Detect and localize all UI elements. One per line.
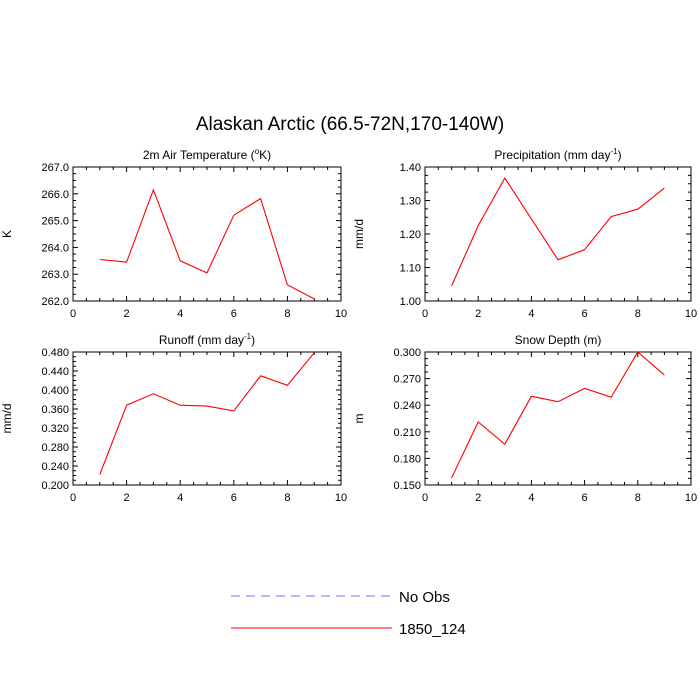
y-tick-label: 263.0 [41, 269, 69, 281]
x-tick-label: 6 [582, 308, 588, 320]
panel-title-text: Runoff (mm day [159, 333, 244, 347]
x-tick-label: 6 [231, 492, 237, 504]
x-tick-label: 0 [70, 492, 76, 504]
panel-title-superscript: -1 [610, 147, 618, 156]
plot-frame [424, 166, 692, 302]
x-tick-label: 10 [685, 492, 697, 504]
y-tick-label: 262.0 [41, 296, 69, 308]
y-tick-label: 0.180 [393, 453, 421, 465]
x-tick-label: 4 [528, 492, 534, 504]
y-tick-label: 1.10 [400, 263, 421, 275]
x-tick-label: 2 [124, 308, 130, 320]
legend-label: 1850_124 [399, 621, 466, 638]
panel-title-superscript: -1 [244, 332, 252, 341]
y-tick-label: 0.270 [393, 374, 421, 386]
x-tick-label: 6 [231, 308, 237, 320]
legend-label: No Obs [399, 589, 450, 606]
y-tick-label: 0.300 [393, 347, 421, 359]
panel-title: 2m Air Temperature (oK) [143, 147, 271, 162]
y-tick-label: 266.0 [41, 189, 69, 201]
x-tick-label: 0 [422, 492, 428, 504]
panel-title: Runoff (mm day-1) [159, 332, 255, 347]
y-tick-label: 1.20 [400, 229, 421, 241]
x-tick-label: 8 [635, 492, 641, 504]
y-tick-label: 0.440 [41, 366, 69, 378]
plot-frame [72, 166, 342, 302]
y-tick-label: 0.480 [41, 347, 69, 359]
series-line [451, 177, 665, 287]
x-tick-label: 4 [528, 308, 534, 320]
panel-title-suffix: K) [259, 148, 271, 162]
y-tick-label: 264.0 [41, 242, 69, 254]
x-tick-label: 2 [475, 492, 481, 504]
chart-panel: Runoff (mm day-1) mm/d 0 2 4 6 8 10 0.200 0.240 0.… [0, 332, 347, 504]
y-axis-label: mm/d [0, 404, 14, 434]
panel-title-text: Precipitation (mm day [494, 148, 610, 162]
panels: 2m Air Temperature (oK) K 0 2 4 6 8 10 262.0 263.… [0, 147, 697, 504]
y-tick-label: 0.280 [41, 442, 69, 454]
series-line [99, 188, 315, 300]
x-tick-label: 2 [475, 308, 481, 320]
y-tick-label: 0.240 [41, 461, 69, 473]
y-tick-label: 0.320 [41, 423, 69, 435]
series-line [99, 352, 315, 475]
y-tick-label: 0.200 [41, 480, 69, 492]
figure-title: Alaskan Arctic (66.5-72N,170-140W) [196, 114, 504, 135]
plot-frame [424, 351, 692, 486]
y-tick-label: 267.0 [41, 162, 69, 174]
x-tick-label: 0 [70, 308, 76, 320]
y-tick-label: 1.40 [400, 162, 421, 174]
x-tick-label: 4 [177, 492, 183, 504]
legend: No Obs 1850_124 [231, 589, 466, 638]
panel-title-text: 2m Air Temperature ( [143, 148, 255, 162]
y-tick-label: 1.30 [400, 196, 421, 208]
x-tick-label: 2 [124, 492, 130, 504]
panel-title: Snow Depth (m) [515, 333, 602, 347]
y-tick-label: 0.360 [41, 404, 69, 416]
x-tick-label: 8 [635, 308, 641, 320]
x-tick-label: 10 [685, 308, 697, 320]
panel-title: Precipitation (mm day-1) [494, 147, 621, 162]
panel-title-superscript: o [255, 147, 260, 156]
plot-frame [72, 351, 342, 486]
panel-title-suffix: ) [251, 333, 255, 347]
x-tick-label: 10 [335, 308, 347, 320]
y-axis-label: mm/d [352, 219, 366, 249]
y-axis-label: m [352, 414, 366, 424]
y-tick-label: 0.150 [393, 480, 421, 492]
chart-panel: Precipitation (mm day-1) mm/d 0 2 4 6 8 10 1.00 1… [352, 147, 697, 320]
panel-title-text: Snow Depth (m) [515, 333, 602, 347]
chart-panel: 2m Air Temperature (oK) K 0 2 4 6 8 10 262.0 263.… [0, 147, 347, 320]
y-tick-label: 0.210 [393, 427, 421, 439]
panel-title-suffix: ) [618, 148, 622, 162]
series-line [451, 351, 665, 479]
x-tick-label: 10 [335, 492, 347, 504]
x-tick-label: 4 [177, 308, 183, 320]
x-tick-label: 8 [284, 308, 290, 320]
y-tick-label: 0.240 [393, 400, 421, 412]
y-axis-label: K [0, 230, 14, 238]
x-tick-label: 8 [284, 492, 290, 504]
y-tick-label: 0.400 [41, 385, 69, 397]
y-tick-label: 265.0 [41, 216, 69, 228]
y-tick-label: 1.00 [400, 296, 421, 308]
x-tick-label: 0 [422, 308, 428, 320]
x-tick-label: 6 [582, 492, 588, 504]
chart-panel: Snow Depth (m) m 0 2 4 6 8 10 0.150 0.180 0.210 0.2… [352, 333, 697, 504]
